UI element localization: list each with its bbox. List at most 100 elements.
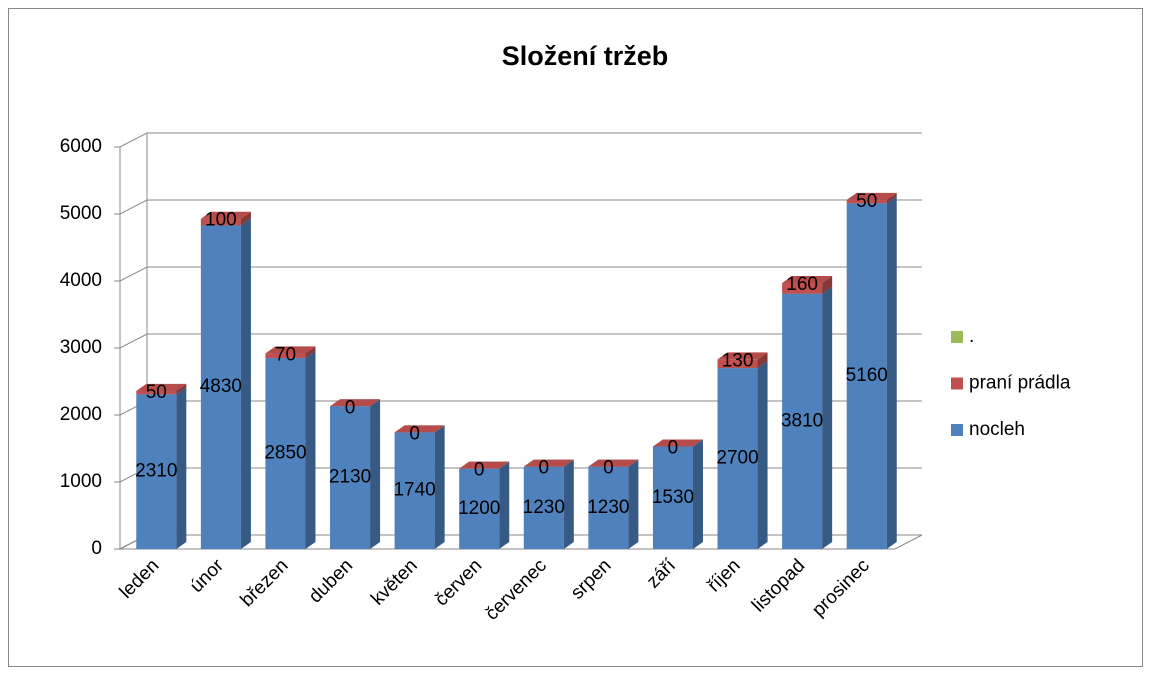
bar-front [846,203,887,549]
bar-front [265,358,306,549]
bar-front [200,218,241,226]
bar-front [717,359,758,369]
data-label: 50 [146,382,167,403]
data-label: 160 [786,274,818,295]
bar-segment [846,192,897,204]
bar-segment [652,439,703,549]
legend-label: nocleh [969,419,1025,440]
bar-segment [459,461,510,469]
legend-swatch [951,377,963,390]
bar-segment [200,211,251,226]
grid-line [119,266,922,282]
bar-side [305,346,316,359]
grid-line [119,333,922,349]
bar-top [265,346,316,354]
bar-side [434,425,445,549]
bar-front [652,446,693,549]
grid-line [119,132,922,148]
bar-side [240,218,251,549]
bar-side [757,361,768,549]
bar-side [176,387,187,549]
bar-front [782,283,823,294]
bar-top [394,425,445,433]
bar-front [265,353,306,359]
bar-side [886,192,897,204]
data-label: 1530 [652,487,694,508]
bar-side [757,352,768,369]
bar-segment [652,439,703,447]
data-label: 5160 [846,365,888,386]
bar-segment [136,383,187,395]
bar-side [305,351,316,549]
bar-front [136,390,177,395]
bar-segment [265,346,316,359]
bar-segment [523,459,574,549]
y-tick-label: 5000 [60,203,102,224]
bar-top [523,459,574,467]
bar-top [459,461,510,469]
y-tick-label: 0 [91,538,102,559]
bar-front [782,293,823,549]
data-label: 1230 [587,497,629,518]
bar-segment [330,399,381,407]
legend-label: . [969,326,974,347]
y-tick-label: 6000 [60,136,102,157]
y-tick-label: 1000 [60,471,102,492]
data-label: 130 [722,350,754,371]
legend-swatch [951,424,963,436]
chart-title: Složení tržeb [502,41,669,71]
data-label: 2310 [135,461,177,482]
bar-front [394,432,435,549]
bar-top [652,439,703,447]
data-label: 0 [603,458,614,479]
bar-top [200,211,251,219]
data-label: 2130 [329,467,371,488]
data-label: 1200 [458,498,500,519]
bar-segment [136,387,187,549]
bar-segment [782,276,833,294]
bar-side [176,383,187,395]
data-label: 0 [345,397,356,418]
data-label: 2850 [264,443,306,464]
data-label: 1230 [523,497,565,518]
bar-side [628,459,639,549]
bar-front [200,225,241,549]
y-tick-label: 3000 [60,337,102,358]
bar-segment [394,425,445,433]
data-label: 70 [275,344,296,365]
y-tick-label: 4000 [60,270,102,291]
bar-segment [846,196,897,549]
bar-side [822,286,833,549]
data-label: 50 [856,191,877,212]
bar-top [782,276,833,284]
grid-line [119,199,922,215]
bar-front [136,394,177,549]
bar-top [136,383,187,391]
data-label: 2700 [716,448,758,469]
data-label: 3810 [781,410,823,431]
data-label: 0 [539,458,550,479]
bar-front [330,406,371,549]
bar-side [692,439,703,549]
data-label: 0 [409,423,420,444]
bar-side [499,461,510,549]
y-tick-label: 2000 [60,404,102,425]
bar-segment [330,399,381,549]
data-label: 1740 [393,480,435,501]
bar-front [588,466,629,549]
bar-side [886,196,897,549]
bar-front [523,466,564,549]
bar-front [459,468,500,549]
bar-top [846,192,897,200]
bar-front [846,199,887,204]
legend-swatch [951,331,963,343]
bar-segment [717,352,768,369]
bar-segment [588,459,639,467]
data-label: 100 [205,210,237,231]
bar-top [588,459,639,467]
data-label: 0 [668,438,679,459]
bar-top [717,352,768,360]
bar-side [563,459,574,549]
bar-side [822,276,833,294]
